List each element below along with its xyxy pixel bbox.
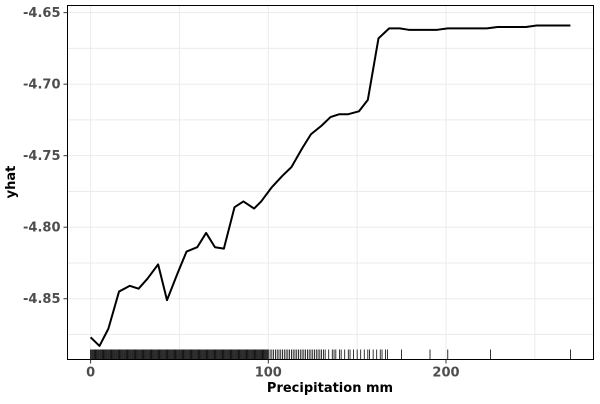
plot-panel-border [67, 5, 594, 360]
y-axis-title: yhat [4, 166, 19, 199]
x-tick-label: 0 [86, 366, 95, 381]
y-tick-label: -4.70 [23, 78, 60, 93]
series-layer [89, 24, 571, 347]
y-tick-label: -4.80 [23, 221, 60, 236]
y-tick-label: -4.85 [23, 292, 60, 307]
grid-lines [67, 5, 594, 360]
x-axis-title: Precipitation mm [267, 381, 393, 396]
x-tick-label: 100 [255, 366, 282, 381]
rug-marks [90, 349, 571, 360]
y-tick-label: -4.65 [23, 6, 60, 21]
axis-ticks: 0 100 200 -4.65 -4.70 -4.75 -4.80 -4.85 [23, 6, 460, 380]
series-line [89, 24, 571, 347]
y-tick-label: -4.75 [23, 149, 60, 164]
x-tick-label: 200 [432, 366, 459, 381]
